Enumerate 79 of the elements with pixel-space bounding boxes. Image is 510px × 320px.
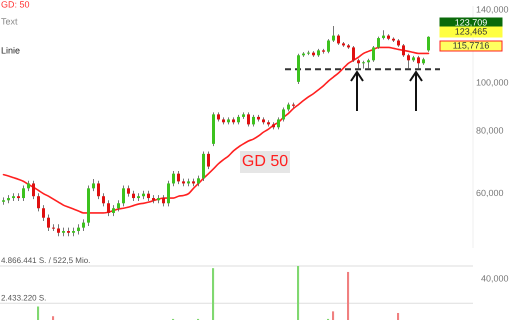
candlestick — [97, 180, 100, 200]
candlestick — [2, 196, 5, 206]
text: 40,000 — [481, 273, 509, 284]
candlestick — [402, 44, 405, 58]
y-tick-label: 60,000 — [476, 188, 504, 198]
candlestick — [217, 112, 220, 122]
candlestick — [352, 46, 355, 62]
candlestick — [32, 180, 35, 200]
candlestick — [82, 218, 85, 232]
bar — [347, 272, 350, 320]
candlestick — [417, 55, 420, 70]
candlestick — [157, 194, 160, 204]
candlestick — [92, 178, 95, 192]
ref-line-label: 4.866.441 S. / 522,5 Mio. — [1, 256, 90, 266]
candlestick — [7, 194, 10, 204]
bar — [37, 306, 40, 320]
annotation: GD: 50 — [1, 0, 30, 10]
y-tick-label: 80,000 — [476, 126, 504, 136]
candlestick — [337, 34, 340, 46]
candlestick — [127, 185, 130, 197]
annotation: Text — [1, 16, 18, 26]
candlestick — [192, 178, 195, 187]
candlestick — [122, 185, 125, 207]
candlestick — [47, 214, 50, 232]
candlestick — [132, 190, 135, 202]
candlestick — [367, 58, 370, 69]
candlestick — [372, 46, 375, 62]
candlestick — [277, 117, 280, 130]
line-series — [2, 46, 430, 214]
candlestick — [362, 60, 365, 70]
candlestick — [187, 178, 190, 187]
candlestick — [267, 120, 270, 127]
candlestick — [112, 204, 115, 217]
bar — [297, 266, 300, 320]
candlestick — [62, 227, 65, 237]
candlestick — [42, 204, 45, 222]
candlestick — [247, 112, 250, 127]
candlestick — [167, 180, 170, 207]
candlestick — [72, 227, 75, 237]
annotation: Linie — [1, 45, 20, 56]
y-tick-label: 140,000 — [476, 4, 509, 14]
candlestick — [172, 170, 175, 187]
candlestick — [427, 36, 430, 52]
candlestick — [182, 178, 185, 187]
candlestick — [57, 224, 60, 237]
candlestick — [117, 200, 120, 212]
candlestick — [77, 224, 80, 235]
candlestick — [197, 175, 200, 187]
candlestick — [357, 58, 360, 70]
candlestick — [207, 151, 210, 170]
candlestick — [107, 200, 110, 217]
candlestick — [407, 53, 410, 69]
text: 115,7716 — [452, 40, 490, 50]
candlestick — [152, 194, 155, 204]
candlestick — [102, 192, 105, 207]
candlestick — [67, 227, 70, 237]
candlestick — [332, 26, 335, 42]
candlestick — [282, 107, 285, 122]
candlestick — [37, 192, 40, 212]
candlestick — [27, 180, 30, 192]
candlestick — [52, 224, 55, 232]
text: 123,465 — [454, 26, 488, 36]
candlestick — [162, 194, 165, 207]
candlestick — [22, 185, 25, 202]
candlestick — [252, 114, 255, 127]
bar — [212, 268, 214, 320]
candlestick — [237, 114, 240, 125]
ref-line-label: 2.433.220 S. — [1, 293, 46, 302]
series-label: GD 50 — [242, 153, 288, 170]
candlestick — [327, 38, 330, 54]
candlestick — [177, 170, 180, 185]
bar — [52, 316, 54, 320]
bar — [397, 312, 400, 320]
text: 123,709 — [454, 17, 488, 28]
candlestick — [382, 30, 385, 40]
bar — [332, 311, 334, 320]
y-tick-label: 100,000 — [476, 77, 509, 88]
candlestick — [377, 36, 380, 50]
candlestick — [147, 190, 150, 202]
